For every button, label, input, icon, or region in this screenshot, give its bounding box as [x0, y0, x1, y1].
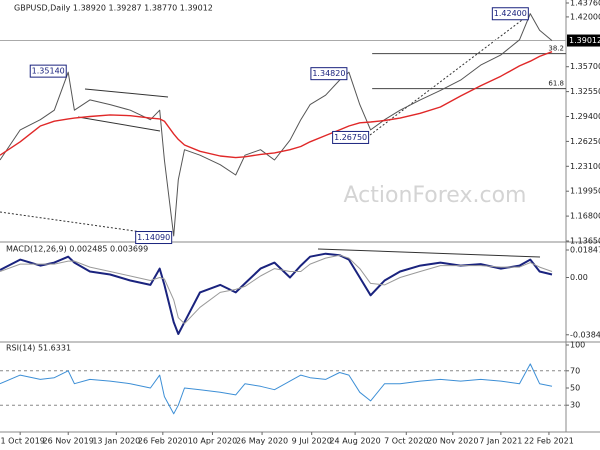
- x-tick-label: 7 Jan 2021: [479, 437, 522, 446]
- series-line: [0, 252, 553, 335]
- x-tick-label: 26 May 2020: [236, 437, 288, 446]
- chart-title: GBPUSD,Daily 1.38920 1.39287 1.38770 1.3…: [14, 4, 213, 13]
- y-tick-label: 1.29400: [570, 112, 600, 121]
- price-label-box: [332, 130, 370, 144]
- watermark: ActionForex.com: [344, 183, 527, 208]
- x-tick-label: 24 Aug 2020: [329, 437, 380, 446]
- series-line: [0, 51, 553, 159]
- panel-title: MACD(12,26,9) 0.002485 0.003699: [6, 245, 148, 254]
- y-tick-label: 1.16800: [570, 212, 600, 221]
- y-tick-label: 1.32550: [570, 87, 600, 96]
- y-tick-label: 1.23100: [570, 162, 600, 171]
- channel-line: [77, 116, 161, 132]
- trend-line: [0, 211, 171, 237]
- y-tick-label: 1.35700: [570, 62, 600, 71]
- series-line: [0, 363, 553, 415]
- price-label-box: [310, 67, 348, 81]
- trend-line: [317, 248, 541, 258]
- y-tick-label: 1.43760: [570, 0, 600, 8]
- y-tick-label: 1.26250: [570, 137, 600, 146]
- x-tick-label: 9 Jul 2020: [292, 437, 332, 446]
- y-tick-label: 1.13650: [570, 237, 600, 246]
- x-tick-label: 7 Oct 2020: [384, 437, 428, 446]
- y-tick-label: 30: [570, 401, 580, 410]
- fib-label: 61.8: [548, 80, 564, 88]
- panel-title: RSI(14) 51.6331: [6, 344, 71, 353]
- price-label-box: [491, 7, 529, 21]
- y-tick-label: 0.018471: [570, 245, 600, 254]
- series-line: [0, 254, 553, 325]
- price-label: 1.34820: [312, 69, 345, 78]
- x-tick-label: 22 Feb 2021: [524, 437, 574, 446]
- trend-line: [369, 13, 531, 136]
- price-label: 1.14090: [137, 233, 170, 242]
- x-tick-label: 11 Oct 2019: [0, 437, 45, 446]
- x-tick-label: 13 Jan 2020: [92, 437, 140, 446]
- y-tick-label: 1.42000: [570, 12, 600, 21]
- price-label-box: [29, 64, 67, 78]
- y-tick-label: 100: [570, 341, 585, 350]
- y-tick-label: 0.00: [570, 273, 588, 282]
- x-tick-label: 26 Nov 2019: [43, 437, 94, 446]
- price-label: 1.26750: [334, 133, 367, 142]
- fib-label: 38.2: [548, 45, 564, 53]
- x-tick-label: 20 Nov 2020: [427, 437, 478, 446]
- price-label: 1.35140: [32, 67, 65, 76]
- channel-line: [84, 88, 169, 98]
- y-tick-label: 50: [570, 384, 580, 393]
- series-line: [0, 13, 553, 237]
- y-tick-label: -0.038486: [570, 330, 600, 339]
- price-label: 1.42400: [494, 9, 527, 18]
- price-label-box: [135, 231, 173, 245]
- current-price-box: [567, 34, 600, 47]
- x-tick-label: 26 Feb 2020: [138, 437, 188, 446]
- x-tick-label: 10 Apr 2020: [188, 437, 237, 446]
- y-tick-label: 1.19950: [570, 187, 600, 196]
- current-price-label: 1.39012: [569, 36, 600, 45]
- y-tick-label: 70: [570, 366, 580, 375]
